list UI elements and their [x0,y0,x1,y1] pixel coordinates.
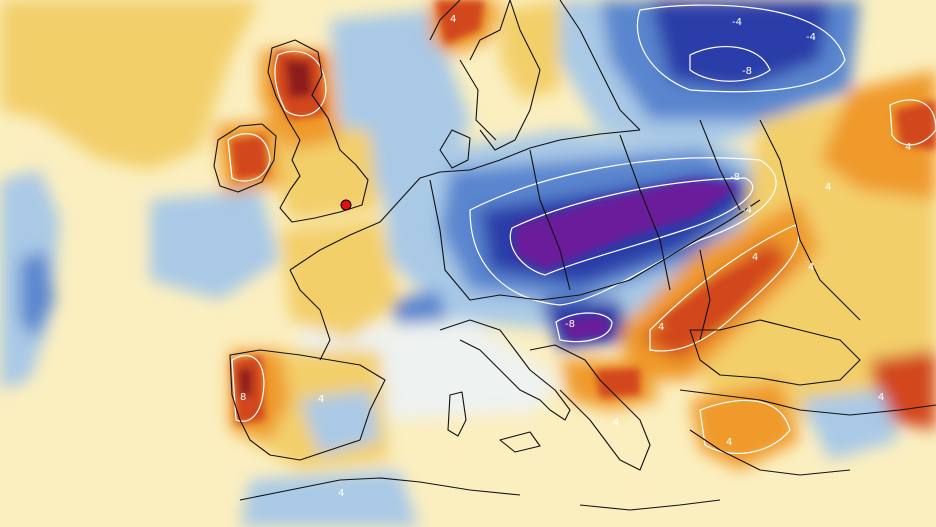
contour-plus-4-scotland [274,50,327,117]
contour-label: -4 [806,32,816,43]
coastline-sweden [479,0,541,151]
region-ireland-red [230,135,268,180]
coastline-sicily [499,431,541,453]
coastline-finland [559,0,641,131]
region-north-africa-light [240,470,420,527]
region-russia-very-cold [650,0,830,90]
coastline-great-britain [267,39,369,223]
region-turkey-light [800,390,900,460]
region-turkey-orange [690,380,800,470]
coastline-norway [429,0,511,141]
contour-label: 4 [450,14,456,25]
contour-label: 4 [338,488,344,499]
region-ukraine-deep-red [660,265,760,340]
coastline-sardinia [447,391,467,437]
contour-minus-8-hungary [555,312,613,343]
coastline-france-atlantic [289,269,331,361]
contour-label: 4 [752,252,758,263]
contour-plus-4-ireland [227,133,271,182]
contour-label: -8 [742,66,752,77]
contour-label: -8 [730,172,740,183]
region-atlantic-blue [20,250,55,340]
region-med-cream [380,410,640,527]
contour-label: 8 [240,392,246,403]
contour-label: 4 [808,262,814,273]
contour-label: 4 [613,417,619,428]
contour-label: -4 [732,17,742,28]
coastline-black-sea [689,319,861,386]
region-greece-red [595,368,640,398]
contour-minus-4-central [469,157,777,306]
anomaly-extremes [230,0,936,425]
coastline-denmark [439,129,471,169]
coastlines-and-borders [213,0,936,511]
region-biscay-cool [150,190,280,300]
region-volga-red [895,100,936,150]
coastline-north-africa [239,477,721,511]
contour-label: 4 [905,142,911,153]
contour-minus-8-central [509,177,754,276]
coastline-italy [439,319,571,421]
coastline-continent-north [289,129,641,271]
coastline-ireland [213,123,277,193]
contour-plus-4-ukraine [649,224,800,352]
border-east [699,119,861,341]
contour-label: -8 [565,319,575,330]
region-core-purple [515,180,740,270]
region-portugal-dark [238,368,252,397]
region-norway-red [435,0,485,45]
contour-label: 4 [318,394,324,405]
contour-label: 4 [658,322,664,333]
coastline-iberia [229,349,386,461]
contour-minus-4-russia [636,4,846,93]
contour-label: 4 [726,437,732,448]
contour-plus-4-volga [889,99,936,146]
region-russia-south-orange [820,70,936,200]
contour-plus-4-portugal [231,354,265,422]
region-france-yellow [280,220,400,340]
region-atlantic-warm [0,0,260,170]
region-scotland-dark [285,60,312,98]
contour-labels: -4 -4 -8 -8 -4 -8 4 4 4 4 4 8 4 4 4 4 4 … [240,14,911,499]
contour-label: -4 [742,205,752,216]
contour-lines [227,4,936,455]
contour-minus-8-russia [689,45,771,82]
region-hungary-purple [560,315,610,340]
contour-label: 4 [825,182,831,193]
border-central-europe [429,119,761,301]
coastline-balkans [529,344,651,471]
location-marker [340,199,352,211]
contour-label: 4 [878,392,884,403]
coastline-turkey [679,389,936,476]
